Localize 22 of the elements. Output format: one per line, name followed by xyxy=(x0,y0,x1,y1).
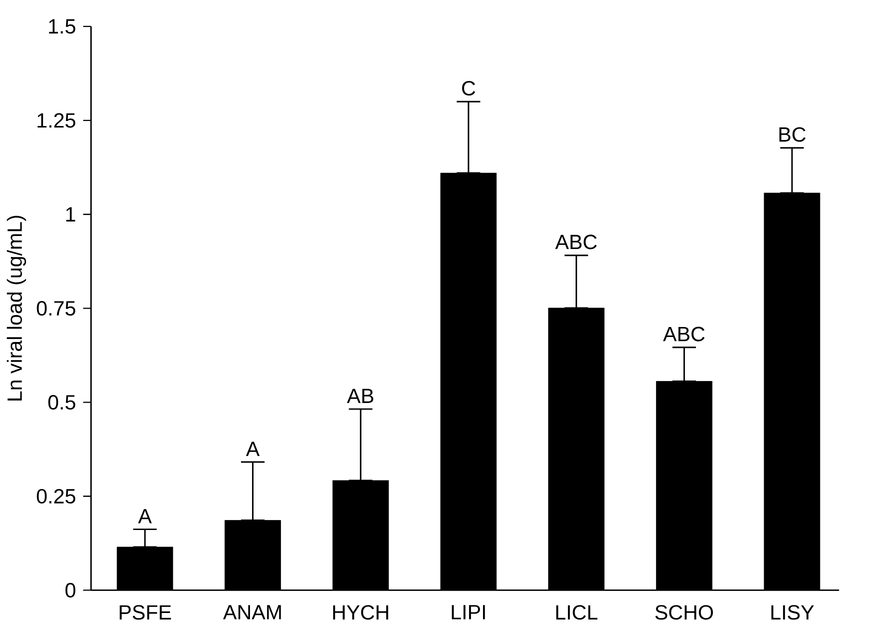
x-tick-label: LIPI xyxy=(452,605,485,620)
y-tick-label: 0.75 xyxy=(36,300,76,316)
annotation: A xyxy=(246,442,260,456)
annotation: A xyxy=(138,509,152,524)
x-tick-label: ANAM xyxy=(223,605,281,620)
x-tick-label: LICL xyxy=(556,605,598,620)
annotation: ABC xyxy=(555,234,597,250)
annotation: BC xyxy=(779,127,806,142)
annotation: C xyxy=(462,80,476,96)
y-tick-label: 0 xyxy=(65,582,76,598)
y-tick-label: 1.25 xyxy=(38,113,76,128)
y-tick-label: 0.5 xyxy=(48,394,76,410)
annotation: ABC xyxy=(663,326,705,342)
y-tick-label: 1.5 xyxy=(49,19,76,34)
x-tick-label: HYCH xyxy=(333,605,388,620)
y-tick-label: 1 xyxy=(66,207,76,222)
x-tick-label: SCHO xyxy=(655,605,713,620)
y-axis-title: Ln viral load (ug/mL) xyxy=(6,216,26,400)
x-tick-label: LISY xyxy=(771,605,814,620)
y-tick-label: 0.25 xyxy=(36,488,76,504)
x-tick-label: PSFE xyxy=(120,605,171,620)
annotation: AB xyxy=(346,388,374,403)
